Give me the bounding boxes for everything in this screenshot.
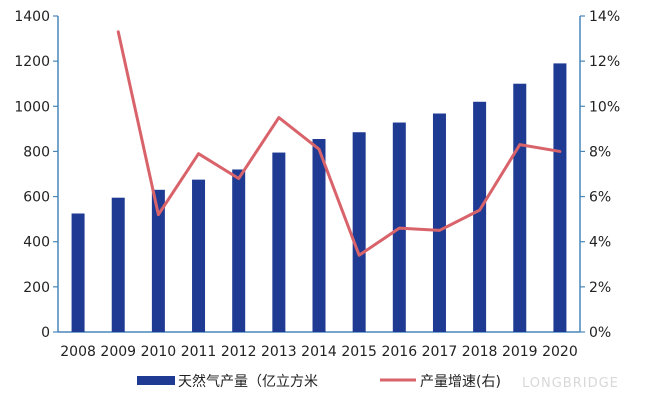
line-point (559, 150, 561, 152)
y-right-tick-label: 6% (589, 190, 611, 206)
y-right-tick-label: 2% (589, 280, 611, 296)
line-point (398, 227, 400, 229)
y-left-tick-label: 400 (23, 235, 50, 251)
line-point (318, 148, 320, 150)
x-tick-label: 2016 (381, 344, 417, 360)
legend-bar-label: 天然气产量（亿立方米 (178, 373, 318, 390)
x-tick-label: 2011 (181, 344, 217, 360)
bar (192, 179, 206, 332)
x-axis: 2008 2009 2010 2011 2012 2013 2014 2015 2016 2017… (58, 331, 580, 360)
line-point (278, 117, 280, 119)
x-tick-label: 2018 (462, 344, 498, 360)
line-point (358, 254, 360, 256)
y-left-tick-label: 600 (23, 190, 50, 206)
x-tick-label: 2015 (341, 344, 377, 360)
bar (272, 152, 286, 332)
legend: 天然气产量（亿立方米 产量增速(右) (137, 373, 501, 390)
legend-bar-swatch (137, 376, 175, 385)
x-tick-label: 2014 (301, 344, 337, 360)
y-left-tick-label: 800 (23, 144, 50, 160)
y-left-axis: 0 200 400 600 800 1000 1200 1400 (14, 9, 59, 341)
bar-series (71, 63, 567, 333)
y-right-axis: 0% 2% 4% 6% 8% 10% 12% 14% (579, 9, 620, 341)
bar (312, 139, 326, 332)
bar (473, 101, 487, 333)
watermark: LONGBRIDGE (522, 376, 619, 391)
line-point (438, 229, 440, 231)
line-point (157, 214, 159, 216)
y-right-tick-label: 14% (589, 9, 620, 25)
x-tick-label: 2013 (261, 344, 297, 360)
y-left-tick-label: 1400 (14, 9, 50, 25)
y-left-tick-label: 1200 (14, 54, 50, 70)
y-right-tick-label: 4% (589, 235, 611, 251)
x-tick-label: 2008 (60, 344, 96, 360)
y-right-tick-label: 12% (589, 54, 620, 70)
bar (432, 113, 446, 332)
line-series (116, 30, 562, 257)
bar (553, 63, 567, 333)
y-left-tick-label: 200 (23, 280, 50, 296)
line-point (479, 209, 481, 211)
bar (513, 83, 527, 332)
line-point (198, 153, 200, 155)
bar (352, 132, 366, 332)
y-right-tick-label: 8% (589, 144, 611, 160)
x-tick-label: 2012 (221, 344, 257, 360)
line-point (519, 144, 521, 146)
y-left-tick-label: 0 (41, 325, 50, 341)
line-point (238, 178, 240, 180)
bar (151, 189, 165, 332)
bar (71, 213, 85, 332)
growth-line (116, 30, 562, 257)
y-right-tick-label: 10% (589, 99, 620, 115)
x-tick-label: 2019 (502, 344, 538, 360)
bar (232, 169, 246, 332)
x-tick-label: 2017 (422, 344, 458, 360)
line-point (117, 31, 119, 33)
bar (111, 197, 125, 332)
x-tick-label: 2010 (141, 344, 177, 360)
y-right-tick-label: 0% (589, 325, 611, 341)
legend-line-label: 产量增速(右) (420, 374, 501, 390)
y-left-tick-label: 1000 (14, 99, 50, 115)
x-tick-label: 2009 (100, 344, 136, 360)
x-tick-label: 2020 (542, 344, 578, 360)
